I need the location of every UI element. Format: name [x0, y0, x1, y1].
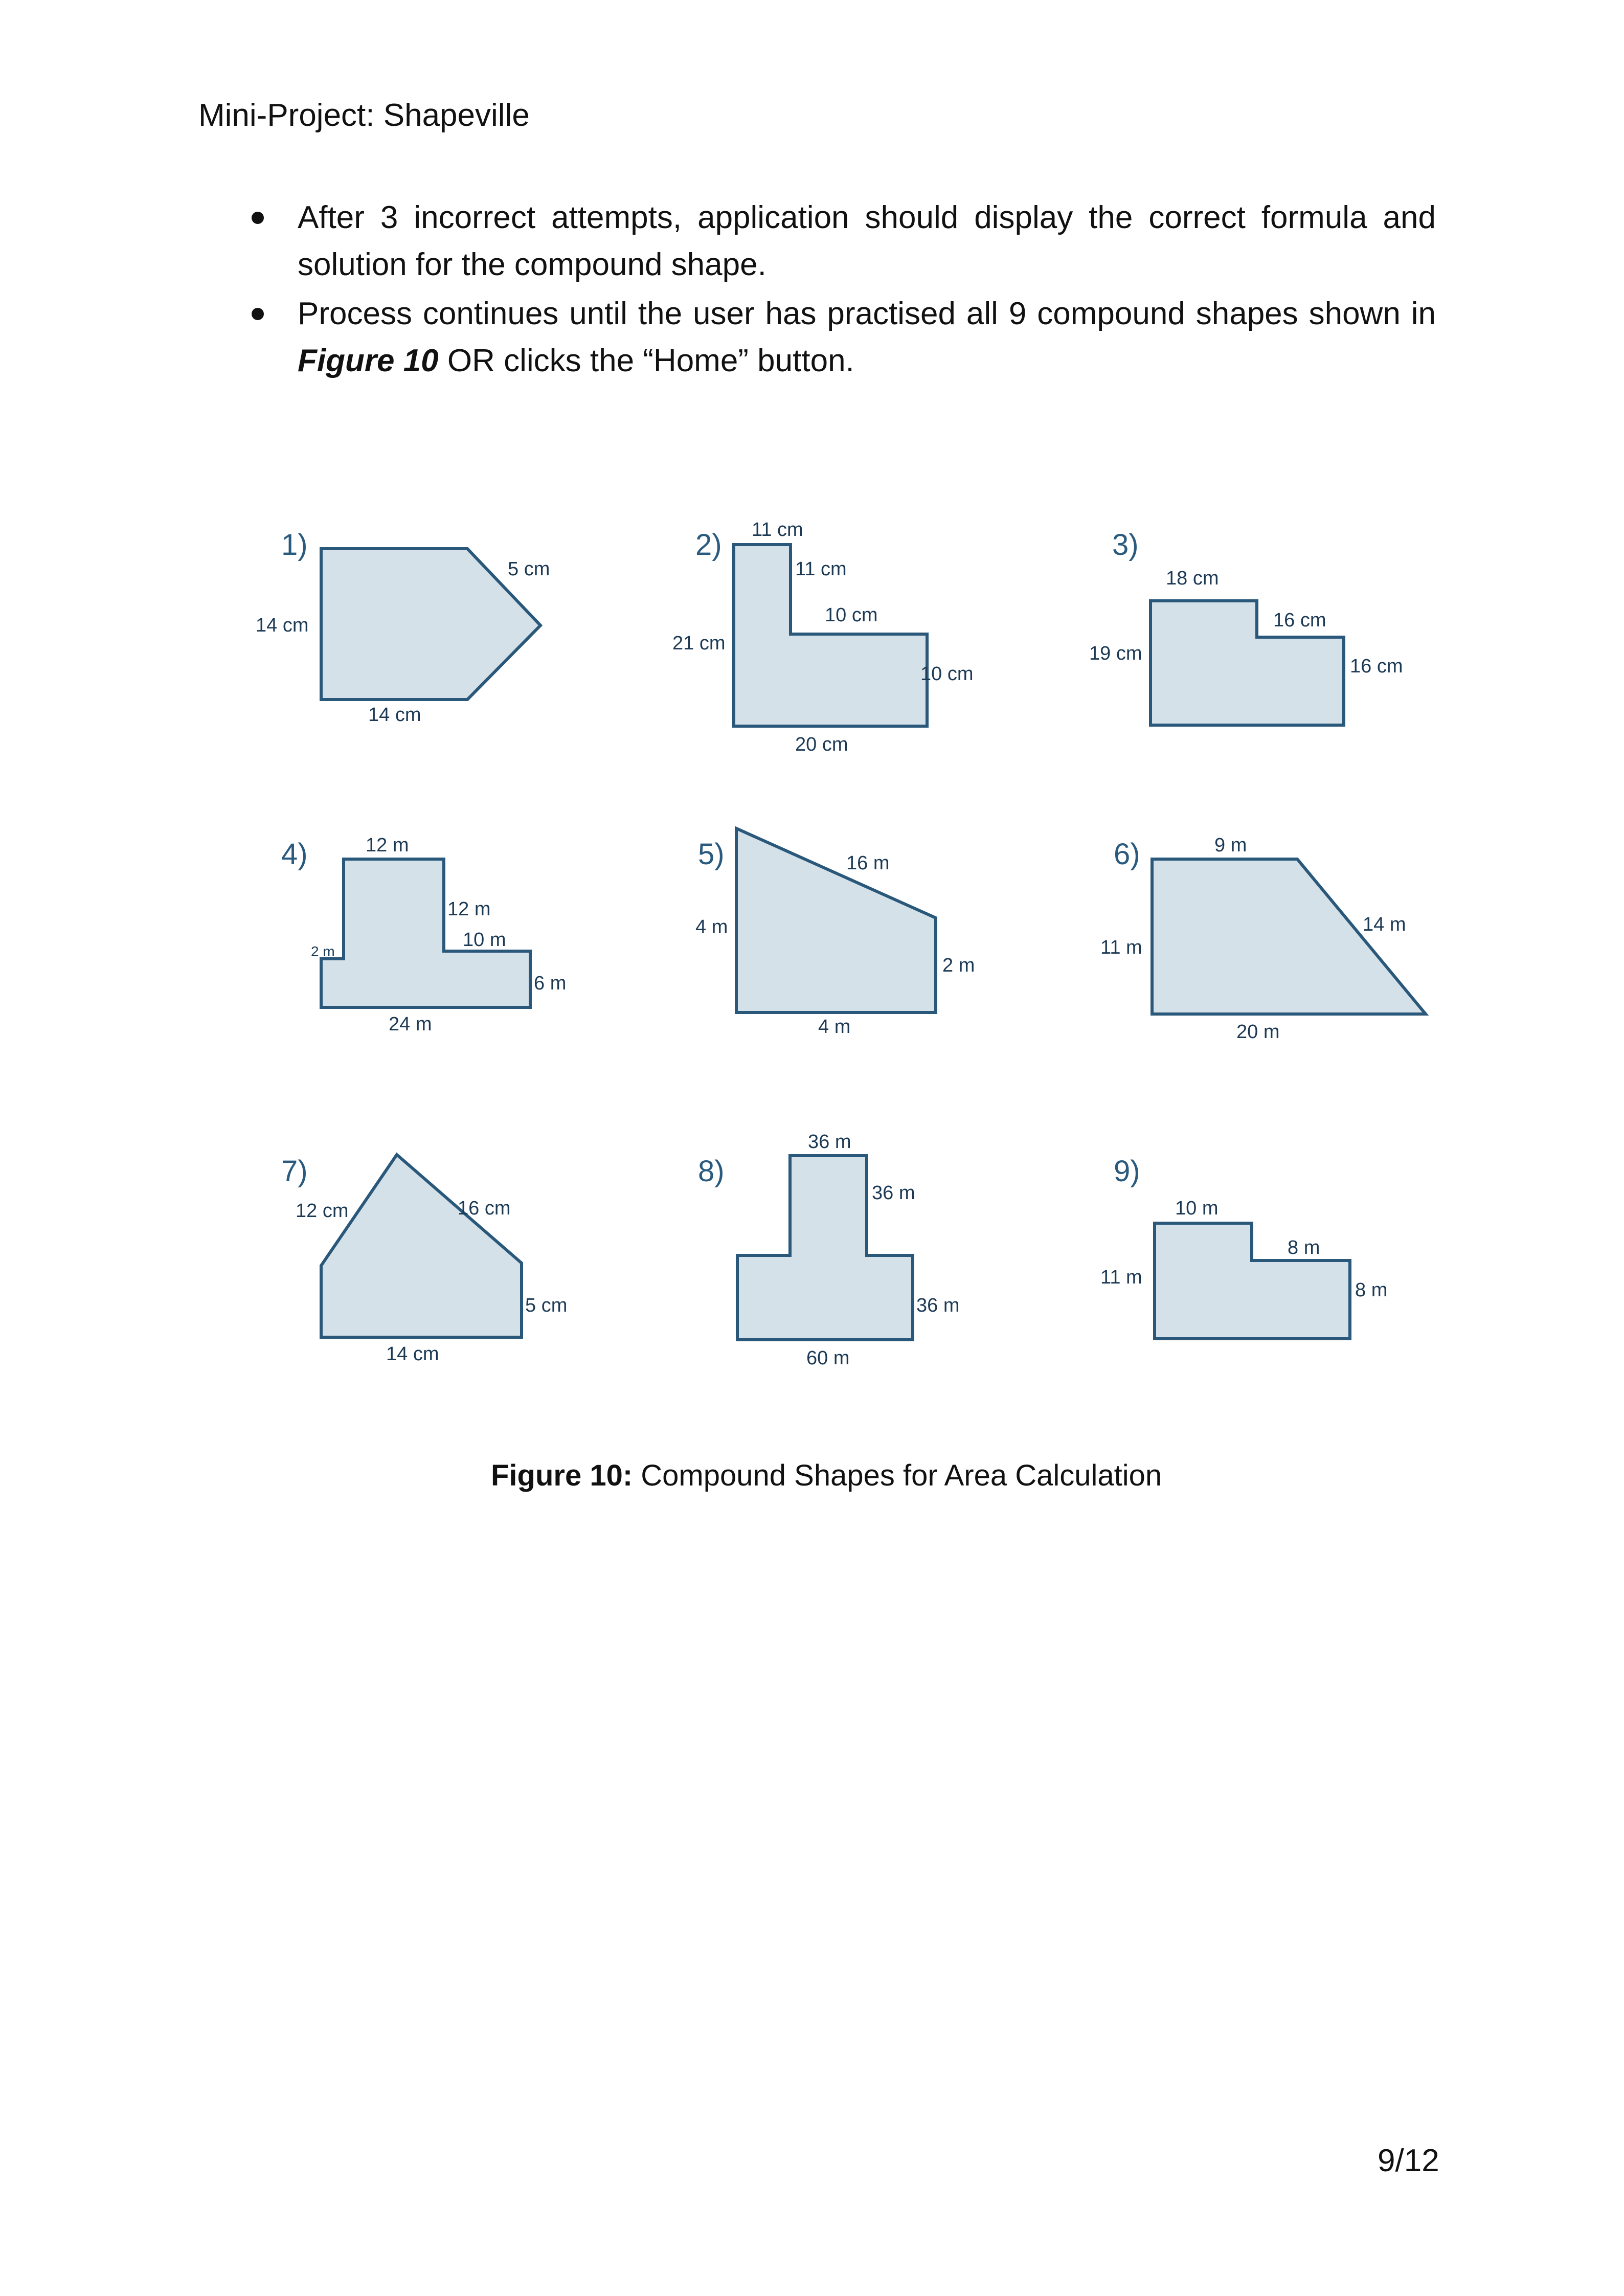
figure-svg: 1) 5 cm 14 cm 14 cm 2) 11 cm 11 cm 10 cm…	[256, 519, 1429, 1369]
shape-label: 36 m	[916, 1295, 959, 1316]
shape-label: 4 m	[818, 1016, 850, 1038]
shape-polygon	[732, 543, 929, 728]
shape-label: 14 cm	[386, 1343, 439, 1365]
figure-caption: Figure 10: Compound Shapes for Area Calc…	[491, 1458, 1162, 1493]
shape-label: 9 m	[1214, 835, 1247, 856]
shape-label: 11 cm	[795, 558, 847, 580]
shape-label: 10 m	[463, 929, 506, 951]
page-header: Mini-Project: Shapeville	[198, 98, 530, 133]
shape-polygon	[1149, 599, 1345, 727]
page-number: 9/12	[1378, 2143, 1439, 2178]
shape-number: 5)	[698, 838, 725, 871]
shape-1: 1) 5 cm 14 cm 14 cm	[256, 528, 550, 726]
shape-label: 5 cm	[508, 558, 550, 580]
shape-label: 36 m	[808, 1131, 851, 1153]
shape-label: 24 m	[389, 1014, 432, 1035]
bullet-icon	[252, 212, 264, 224]
shape-label: 10 cm	[920, 663, 973, 685]
shape-label: 19 cm	[1089, 643, 1142, 664]
shape-label: 21 cm	[672, 633, 725, 654]
bullet-text: After 3 incorrect attempts, application …	[298, 200, 1436, 282]
shape-label: 8 m	[1355, 1279, 1387, 1301]
shape-label: 16 cm	[458, 1198, 510, 1219]
compound-shapes-figure: 1) 5 cm 14 cm 14 cm 2) 11 cm 11 cm 10 cm…	[235, 506, 1452, 1391]
shape-number: 3)	[1112, 528, 1139, 561]
shape-number: 9)	[1114, 1155, 1140, 1188]
shape-label: 2 m	[942, 955, 975, 976]
shape-label: 11 cm	[752, 519, 803, 541]
bullet-list: After 3 incorrect attempts, application …	[244, 194, 1436, 387]
figure-reference: Figure 10	[298, 343, 439, 378]
shape-label: 16 cm	[1273, 610, 1326, 631]
shape-2: 2) 11 cm 11 cm 10 cm 21 cm 10 cm 20 cm	[672, 519, 973, 755]
caption-label: Figure 10:	[491, 1459, 633, 1492]
shape-label: 14 cm	[368, 704, 421, 726]
bullet-item: After 3 incorrect attempts, application …	[244, 194, 1436, 288]
shape-7: 7) 12 cm 16 cm 5 cm 14 cm	[281, 1152, 567, 1365]
shape-label: 6 m	[534, 973, 566, 994]
shape-polygon	[735, 826, 937, 1014]
shape-number: 7)	[281, 1155, 308, 1188]
shape-label: 16 cm	[1350, 656, 1403, 677]
shape-polygon	[736, 1154, 914, 1341]
shape-label: 14 m	[1363, 914, 1406, 935]
shape-label: 2 m	[311, 943, 335, 959]
shape-label: 12 m	[366, 835, 409, 856]
shape-polygon	[1151, 858, 1429, 1016]
shape-polygon	[320, 547, 543, 701]
shape-5: 5) 16 m 4 m 2 m 4 m	[695, 826, 975, 1038]
shape-label: 11 m	[1100, 937, 1142, 958]
shape-label: 11 m	[1100, 1267, 1142, 1288]
shape-label: 20 cm	[795, 734, 848, 755]
bullet-icon	[252, 308, 264, 320]
shape-number: 4)	[281, 838, 308, 871]
shape-number: 8)	[698, 1155, 725, 1188]
shape-number: 2)	[695, 528, 722, 561]
shape-label: 5 cm	[525, 1295, 567, 1316]
shape-label: 20 m	[1236, 1021, 1279, 1043]
shape-label: 60 m	[806, 1347, 849, 1369]
shape-label: 36 m	[872, 1182, 915, 1204]
shape-3: 3) 18 cm 16 cm 19 cm 16 cm	[1089, 528, 1403, 727]
shape-number: 6)	[1114, 838, 1140, 871]
shape-polygon	[320, 1152, 523, 1339]
shape-4: 4) 12 m 12 m 2 m 10 m 6 m 24 m	[281, 835, 566, 1035]
shape-label: 12 cm	[296, 1200, 348, 1222]
shape-label: 14 cm	[256, 615, 308, 636]
shape-number: 1)	[281, 528, 308, 561]
bullet-text-end: OR clicks the “Home” button.	[438, 343, 854, 378]
shape-label: 18 cm	[1166, 568, 1219, 589]
shape-polygon	[1153, 1222, 1351, 1340]
shape-label: 16 m	[846, 852, 889, 874]
shape-label: 8 m	[1288, 1237, 1320, 1258]
bullet-item: Process continues until the user has pra…	[244, 290, 1436, 385]
shape-label: 12 m	[447, 898, 490, 920]
shape-9: 9) 10 m 8 m 11 m 8 m	[1100, 1155, 1387, 1340]
shape-label: 10 m	[1175, 1198, 1218, 1219]
bullet-text: Process continues until the user has pra…	[298, 296, 1436, 331]
shape-6: 6) 9 m 14 m 11 m 20 m	[1100, 835, 1429, 1043]
caption-text: Compound Shapes for Area Calculation	[633, 1459, 1162, 1492]
shape-polygon	[320, 858, 532, 1009]
shape-8: 8) 36 m 36 m 36 m 60 m	[698, 1131, 959, 1369]
shape-label: 10 cm	[825, 604, 877, 626]
shape-label: 4 m	[695, 916, 728, 938]
